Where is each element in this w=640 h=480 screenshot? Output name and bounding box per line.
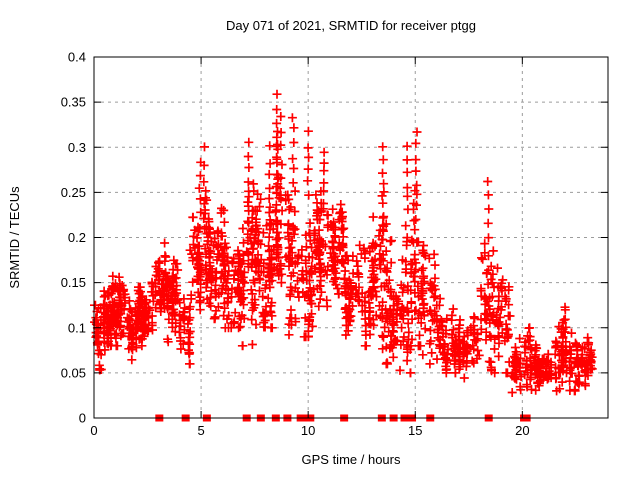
y-tick-label: 0.4 [68,50,86,65]
x-axis-label: GPS time / hours [302,452,401,467]
y-tick-label: 0.2 [68,230,86,245]
x-tick-label: 0 [90,423,97,438]
y-tick-label: 0 [79,411,86,426]
axes-frame-and-ticks [93,56,609,419]
y-tick-label: 0.15 [61,275,86,290]
y-tick-label: 0.1 [68,320,86,335]
x-tick-label: 5 [197,423,204,438]
y-axis-label: SRMTID / TECUs [7,186,22,289]
x-tick-label: 15 [408,423,422,438]
y-tick-label: 0.05 [61,365,86,380]
x-tick-label: 10 [301,423,315,438]
tick-labels: 0 5 10 15 20 0 0.05 0.1 0.15 0.2 0.25 0.3 0.35 0.4 [61,50,530,439]
chart-title: Day 071 of 2021, SRMTID for receiver ptg… [226,18,476,33]
y-tick-label: 0.3 [68,140,86,155]
x-tick-label: 20 [515,423,529,438]
y-tick-label: 0.25 [61,185,86,200]
scatter-data-points [90,89,597,397]
y-tick-label: 0.35 [61,95,86,110]
